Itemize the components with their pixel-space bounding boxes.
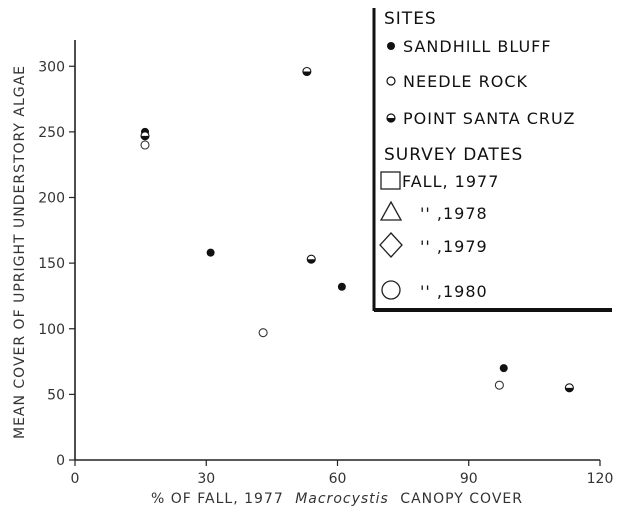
y-axis-label: MEAN COVER OF UPRIGHT UNDERSTORY ALGAE: [12, 65, 28, 439]
data-point-open-circle: [140, 140, 150, 150]
legend-square-marker: [380, 171, 401, 190]
x-ticks: 0 30 60 90 120: [71, 460, 614, 487]
data-point-open-circle: [258, 328, 268, 338]
y-tick-label: 50: [47, 387, 65, 403]
legend-circle-marker: [381, 280, 401, 300]
legend-point-santa-cruz-marker: [386, 113, 396, 123]
legend-needle-rock-marker: [386, 76, 396, 86]
data-point-half-filled-circle: [302, 66, 312, 77]
x-axis-label-italic: Macrocystis: [295, 491, 389, 507]
data-point-half-filled-circle: [140, 131, 150, 141]
legend-fall-1977-label: FALL, 1977: [402, 172, 499, 191]
y-tick-label: 100: [38, 322, 65, 338]
y-ticks: 0 50 100 150 200 250 300: [38, 59, 75, 469]
y-tick-label: 300: [38, 59, 65, 75]
axes: 0 30 60 90 120 0 50 100 150 200 250 300: [38, 40, 613, 487]
x-axis-label: % OF FALL, 1977 Macrocystis CANOPY COVER: [151, 491, 523, 507]
legend-needle-rock-label: NEEDLE ROCK: [403, 72, 528, 91]
data-point-open-circle: [494, 380, 504, 390]
data-point-filled-circle: [499, 364, 508, 373]
x-axis-label-prefix: % OF FALL, 1977: [151, 491, 284, 507]
legend-1978-label: '' ,1978: [420, 204, 488, 223]
x-tick-label: 90: [460, 471, 478, 487]
legend-point-santa-cruz-label: POINT SANTA CRUZ: [403, 109, 575, 128]
legend-dates-heading: SURVEY DATES: [384, 145, 523, 165]
legend: SITES SANDHILL BLUFF NEEDLE ROCK POINT S…: [372, 8, 612, 312]
data-point-half-filled-circle: [306, 254, 316, 264]
legend-sandhill-bluff-marker: [387, 42, 395, 50]
x-axis-label-suffix: CANOPY COVER: [400, 491, 523, 507]
x-tick-label: 0: [71, 471, 80, 487]
legend-1979-label: '' ,1979: [420, 237, 488, 256]
legend-triangle-marker: [379, 200, 403, 221]
data-point-filled-circle: [206, 248, 215, 257]
y-tick-label: 200: [38, 191, 65, 207]
legend-sandhill-bluff-label: SANDHILL BLUFF: [403, 37, 552, 56]
data-points: [140, 66, 574, 393]
legend-diamond-marker: [379, 232, 403, 258]
data-point-filled-circle: [337, 282, 346, 291]
y-tick-label: 250: [38, 125, 65, 141]
x-tick-label: 120: [587, 471, 614, 487]
data-point-half-filled-circle: [564, 383, 574, 393]
legend-1980-label: '' ,1980: [420, 282, 488, 301]
x-tick-label: 30: [197, 471, 215, 487]
y-tick-label: 0: [56, 453, 65, 469]
y-tick-label: 150: [38, 256, 65, 272]
legend-sites-heading: SITES: [384, 9, 437, 29]
x-tick-label: 60: [329, 471, 347, 487]
